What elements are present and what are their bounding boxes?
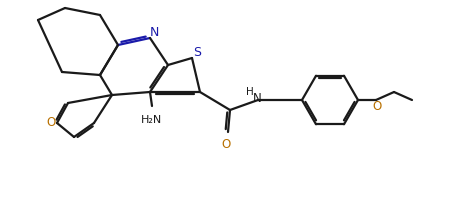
Text: H₂N: H₂N <box>141 115 163 125</box>
Text: O: O <box>372 101 382 113</box>
Text: N: N <box>149 27 159 40</box>
Text: O: O <box>221 138 231 151</box>
Text: H: H <box>246 87 254 97</box>
Text: O: O <box>47 116 55 130</box>
Text: N: N <box>253 93 261 106</box>
Text: S: S <box>193 46 201 60</box>
